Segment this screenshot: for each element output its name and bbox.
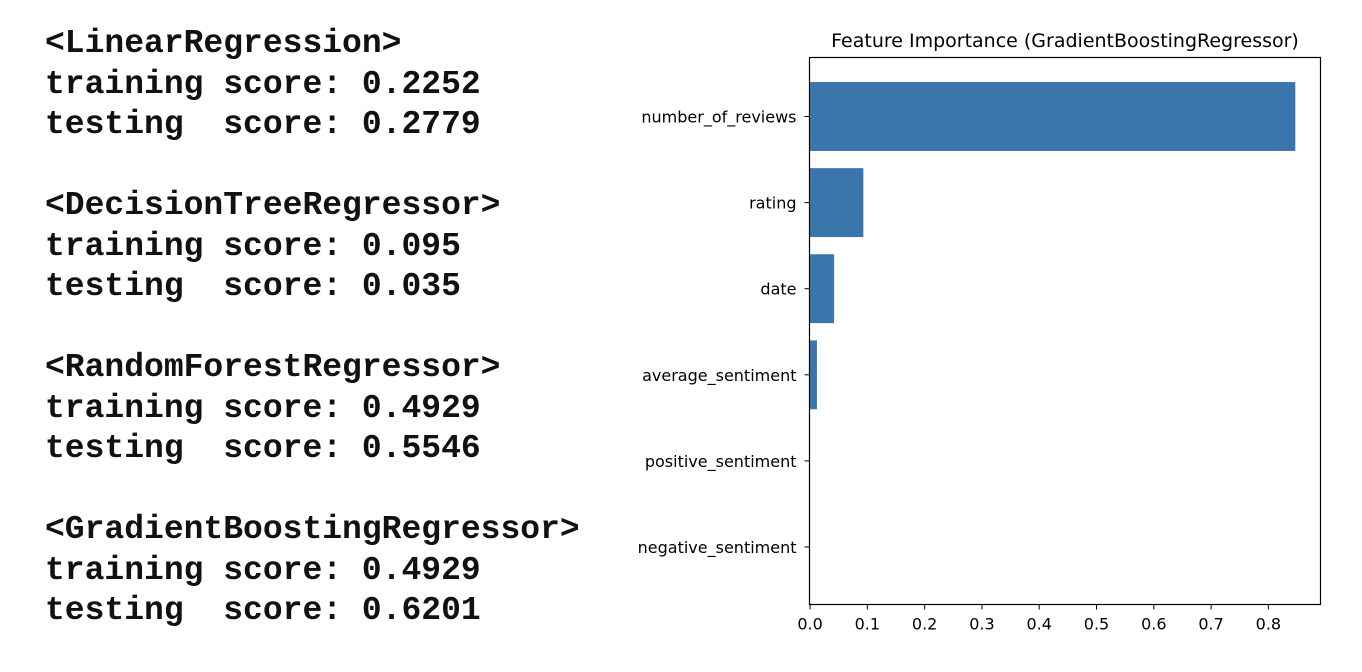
x-axis-ticks: 0.0 0.1 0.2 0.3 0.4 0.5 0.6 0.7 0.8 [797, 604, 1281, 634]
x-tick-label: 0.5 [1084, 615, 1109, 634]
bar-rating [810, 168, 864, 238]
feature-importance-chart: Feature Importance (GradientBoostingRegr… [638, 30, 1322, 634]
x-tick-label: 0.3 [969, 615, 994, 634]
x-tick-label: 0.0 [797, 615, 822, 634]
model-name: <LinearRegression> [45, 25, 402, 62]
y-tick-label: date [760, 280, 796, 299]
y-tick-label: positive_sentiment [645, 452, 797, 472]
x-tick-label: 0.2 [912, 615, 937, 634]
testing-score: testing score: 0.2779 [45, 106, 481, 143]
x-tick-label: 0.6 [1141, 615, 1166, 634]
x-tick-label: 0.8 [1256, 615, 1281, 634]
x-tick-label: 0.7 [1198, 615, 1223, 634]
model-name: <RandomForestRegressor> [45, 349, 501, 386]
model-name: <DecisionTreeRegressor> [45, 187, 501, 224]
model-scores-output: <LinearRegression> training score: 0.225… [45, 24, 625, 672]
chart-title: Feature Importance (GradientBoostingRegr… [831, 30, 1299, 52]
bar-average-sentiment [810, 340, 817, 410]
training-score: training score: 0.4929 [45, 389, 481, 427]
training-score: training score: 0.2252 [45, 65, 481, 103]
model-block-gradient-boosting: <GradientBoostingRegressor> training sco… [45, 510, 625, 632]
model-block-linear-regression: <LinearRegression> training score: 0.225… [45, 24, 625, 146]
training-score: training score: 0.095 [45, 227, 461, 265]
y-tick-label: rating [749, 194, 796, 213]
testing-score: testing score: 0.5546 [45, 430, 481, 467]
training-score: training score: 0.4929 [45, 551, 481, 589]
chart-svg: Feature Importance (GradientBoostingRegr… [638, 30, 1322, 634]
bar-number-of-reviews [810, 82, 1296, 151]
bar-date [810, 254, 835, 324]
plot-frame [808, 56, 1322, 606]
x-tick-label: 0.1 [855, 615, 880, 634]
y-tick-label: number_of_reviews [641, 108, 796, 128]
testing-score: testing score: 0.035 [45, 268, 461, 305]
y-tick-label: average_sentiment [642, 366, 796, 386]
x-tick-label: 0.4 [1026, 615, 1051, 634]
model-block-decision-tree: <DecisionTreeRegressor> training score: … [45, 186, 625, 308]
bars-layer [810, 82, 1296, 410]
model-block-random-forest: <RandomForestRegressor> training score: … [45, 348, 625, 470]
model-name: <GradientBoostingRegressor> [45, 511, 580, 548]
testing-score: testing score: 0.6201 [45, 592, 481, 629]
y-tick-label: negative_sentiment [638, 538, 797, 558]
